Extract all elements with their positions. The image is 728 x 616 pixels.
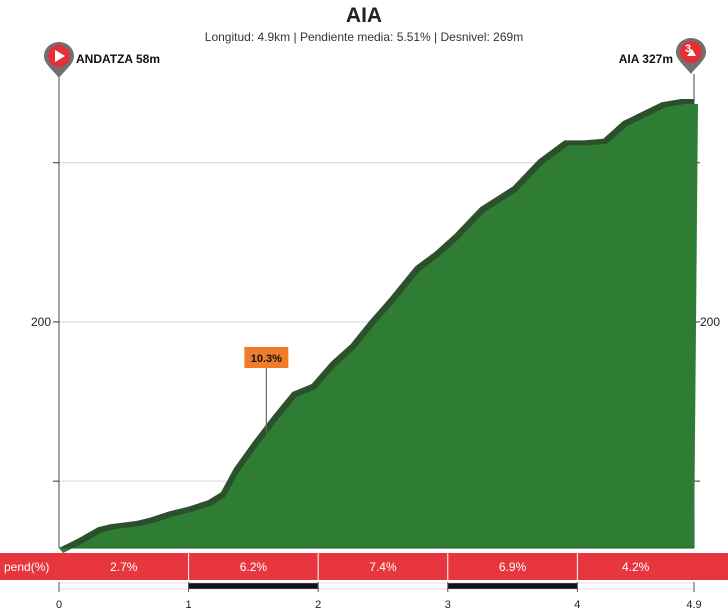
endpoint-markers: 3 ANDATZA 58m AIA 327m [44, 38, 706, 78]
gradient-annotation: 10.3% [244, 347, 289, 434]
gradient-value: 4.2% [622, 560, 650, 574]
x-tick-label: 0 [56, 599, 62, 611]
end-label: AIA 327m [619, 52, 673, 66]
x-tick-label: 3 [445, 599, 451, 611]
x-tick-label: 4 [574, 599, 580, 611]
end-marker-icon: 3 [676, 38, 706, 74]
annotation-box [244, 347, 289, 368]
chart-subtitle: Longitud: 4.9km | Pendiente media: 5.51%… [205, 30, 523, 44]
km-segment [58, 582, 189, 590]
gradient-bar-label: pend(%) [4, 560, 49, 574]
chart-title: AIA [346, 4, 382, 27]
km-segment [188, 582, 319, 590]
gradient-bar: pend(%) 2.7% 6.2% 7.4% 6.9% 4.2% [0, 553, 728, 580]
km-segment [447, 582, 578, 590]
y-tick-label-right: 200 [700, 315, 720, 329]
category-badge: 3 [685, 43, 691, 55]
km-segment [317, 582, 449, 590]
gradient-value: 6.9% [499, 560, 527, 574]
x-tick-label: 1 [186, 599, 192, 611]
x-tick-label: 4.9 [686, 599, 701, 611]
start-label: ANDATZA 58m [76, 52, 160, 66]
elevation-area [59, 99, 698, 553]
x-tick-label: 2 [315, 599, 321, 611]
gradient-bar-background [0, 553, 728, 580]
gradient-value: 7.4% [369, 560, 397, 574]
km-segment [577, 582, 695, 590]
elevation-fill [59, 104, 698, 553]
y-tick-label-left: 200 [31, 315, 51, 329]
start-marker-icon [44, 42, 74, 78]
gradient-value: 6.2% [240, 560, 268, 574]
gradient-value: 2.7% [110, 560, 138, 574]
x-axis: 0 1 2 3 4 4.9 [56, 582, 702, 611]
annotation-label: 10.3% [251, 353, 282, 365]
